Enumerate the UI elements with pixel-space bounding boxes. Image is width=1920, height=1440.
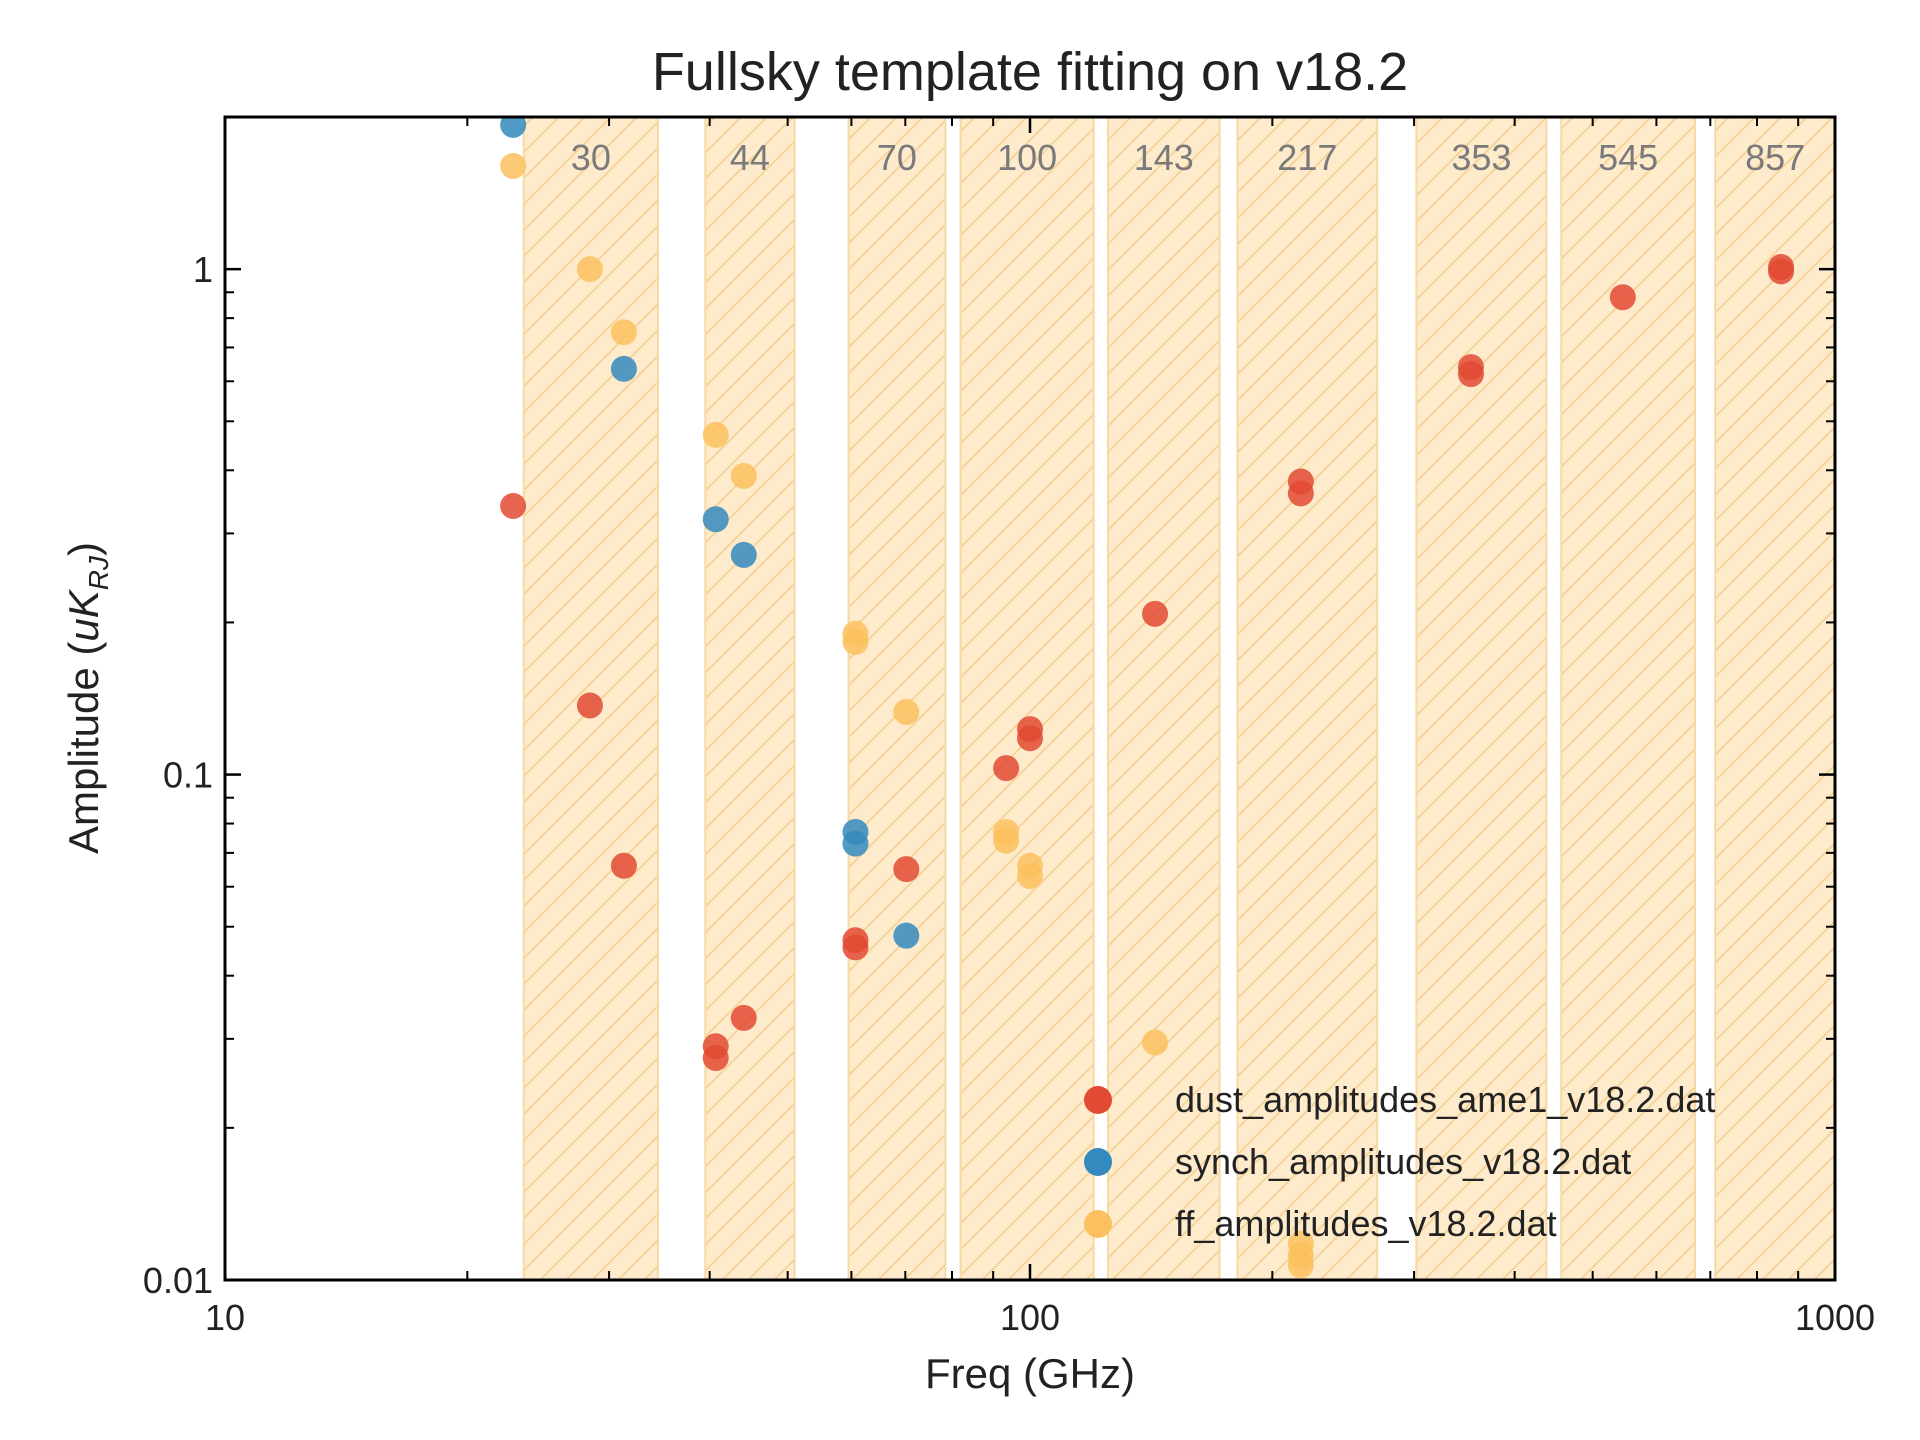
band-70	[847, 117, 947, 1280]
y-axis-label-subscript: RJ	[83, 555, 114, 590]
x-axis-label: Freq (GHz)	[925, 1350, 1135, 1397]
ff-amplitudes-v18-2-dat-point-11	[1017, 862, 1043, 889]
synch-amplitudes-v18-2-dat-point-5	[842, 830, 869, 857]
band-label-44: 44	[730, 137, 770, 178]
legend-label-synch-amplitudes-v18-2-dat: synch_amplitudes_v18.2.dat	[1175, 1141, 1631, 1182]
band-label-70: 70	[877, 137, 917, 178]
band-label-857: 857	[1745, 137, 1805, 178]
x-tick-label-1000: 1000	[1795, 1297, 1875, 1338]
ff-amplitudes-v18-2-dat-point-4	[730, 462, 757, 489]
synch-amplitudes-v18-2-dat-point-2	[702, 506, 729, 533]
ff-amplitudes-v18-2-dat-point-6	[842, 628, 869, 655]
band-545	[1560, 117, 1696, 1280]
band-label-353: 353	[1451, 137, 1511, 178]
dust-amplitudes-ame1-v18-2-dat-point-8	[893, 856, 920, 883]
dust-amplitudes-ame1-v18-2-dat-point-17	[1609, 284, 1636, 311]
dust-amplitudes-ame1-v18-2-dat-point-16	[1457, 361, 1484, 388]
band-143	[1107, 117, 1221, 1280]
band-label-217: 217	[1277, 137, 1337, 178]
data-points	[500, 117, 1795, 1279]
dust-amplitudes-ame1-v18-2-dat-point-4	[702, 1044, 729, 1071]
legend-marker-ff-amplitudes-v18-2-dat	[1084, 1210, 1112, 1238]
axis-ticks: 10 100 1000 0.01 0.1 1	[143, 117, 1875, 1338]
band-label-30: 30	[571, 137, 611, 178]
band-217	[1236, 117, 1379, 1280]
y-tick-label-1: 1	[193, 249, 213, 290]
ff-amplitudes-v18-2-dat-point-12	[1142, 1029, 1169, 1056]
band-44	[704, 117, 796, 1280]
legend-marker-dust-amplitudes-ame1-v18-2-dat	[1084, 1086, 1112, 1114]
dust-amplitudes-ame1-v18-2-dat-point-19	[1768, 258, 1795, 285]
ff-amplitudes-v18-2-dat-point-7	[893, 698, 920, 725]
band-label-545: 545	[1598, 137, 1658, 178]
y-axis-label: Amplitude (uKRJ)	[60, 542, 114, 854]
x-tick-label-100: 100	[1000, 1297, 1060, 1338]
legend: dust_amplitudes_ame1_v18.2.dat synch_ampl…	[1084, 1079, 1715, 1244]
ff-amplitudes-v18-2-dat-point-15	[1287, 1252, 1314, 1279]
band-100	[959, 117, 1095, 1280]
dust-amplitudes-ame1-v18-2-dat-point-11	[1017, 725, 1043, 752]
band-label-143: 143	[1134, 137, 1194, 178]
frequency-bands	[522, 117, 1835, 1280]
synch-amplitudes-v18-2-dat-point-0	[500, 117, 527, 138]
band-857	[1714, 117, 1835, 1280]
chart-title: Fullsky template fitting on v18.2	[652, 42, 1408, 102]
frequency-band-labels: 30 44 70 100 143 217 353 545 857	[571, 137, 1805, 178]
legend-marker-synch-amplitudes-v18-2-dat	[1084, 1148, 1112, 1176]
dust-amplitudes-ame1-v18-2-dat-point-7	[842, 934, 869, 961]
dust-amplitudes-ame1-v18-2-dat-point-12	[1142, 600, 1169, 627]
band-label-100: 100	[997, 137, 1057, 178]
dust-amplitudes-ame1-v18-2-dat-point-0	[500, 492, 527, 519]
dust-amplitudes-ame1-v18-2-dat-point-1	[576, 692, 603, 719]
y-tick-label-0.1: 0.1	[163, 755, 213, 796]
dust-amplitudes-ame1-v18-2-dat-point-2	[610, 852, 637, 879]
legend-label-ff-amplitudes-v18-2-dat: ff_amplitudes_v18.2.dat	[1175, 1203, 1557, 1244]
y-axis-label-unit: uK	[60, 588, 107, 641]
y-axis-label-close: )	[60, 542, 107, 556]
ff-amplitudes-v18-2-dat-point-9	[993, 827, 1020, 854]
ff-amplitudes-v18-2-dat-point-2	[610, 319, 637, 346]
dust-amplitudes-ame1-v18-2-dat-point-14	[1287, 480, 1314, 507]
synch-amplitudes-v18-2-dat-point-6	[893, 922, 920, 949]
dust-amplitudes-ame1-v18-2-dat-point-9	[993, 755, 1020, 782]
synch-amplitudes-v18-2-dat-point-1	[610, 355, 637, 382]
y-tick-label-0.01: 0.01	[143, 1260, 213, 1301]
ff-amplitudes-v18-2-dat-point-3	[702, 421, 729, 448]
synch-amplitudes-v18-2-dat-point-3	[730, 541, 757, 568]
ff-amplitudes-v18-2-dat-point-0	[500, 152, 527, 179]
x-tick-label-10: 10	[205, 1297, 245, 1338]
band-353	[1415, 117, 1548, 1280]
ff-amplitudes-v18-2-dat-point-1	[576, 256, 603, 283]
dust-amplitudes-ame1-v18-2-dat-point-5	[730, 1004, 757, 1031]
y-axis-label-main: Amplitude (	[60, 642, 107, 854]
legend-label-dust-amplitudes-ame1-v18-2-dat: dust_amplitudes_ame1_v18.2.dat	[1175, 1079, 1715, 1120]
